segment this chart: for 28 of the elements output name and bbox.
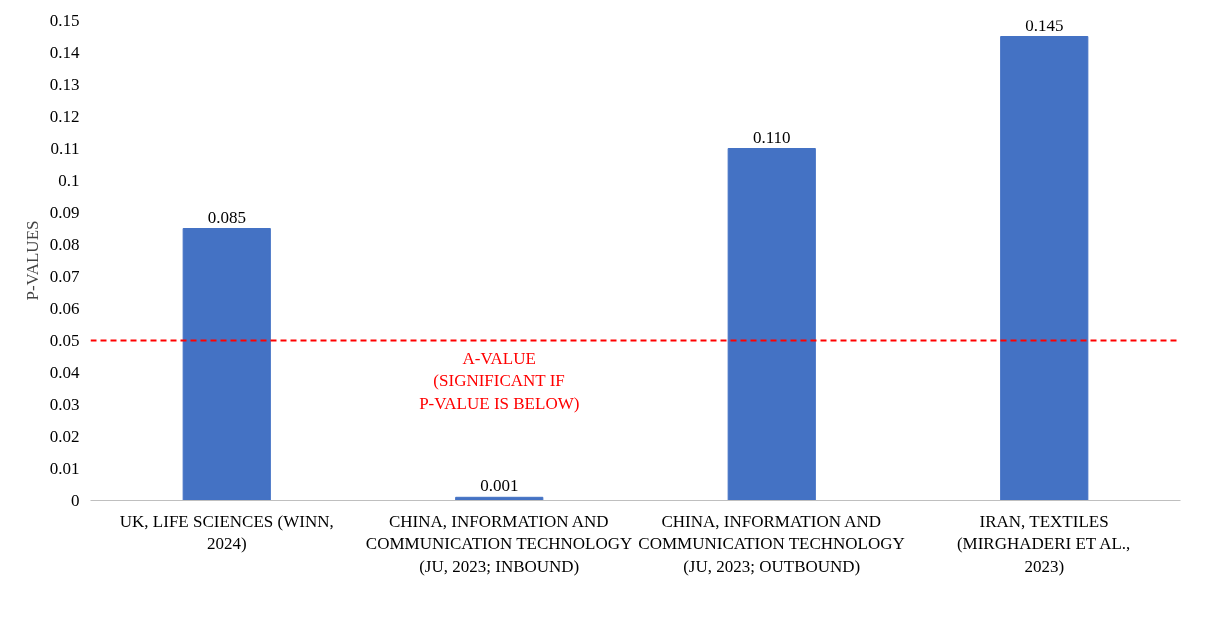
x-tick-label: CHINA, INFORMATION AND COMMUNICATION TECHNOLOGY (JU, 2023; INBOUND) (365, 511, 633, 577)
bar (727, 148, 816, 501)
x-tick-label: IRAN, TEXTILES (MIRGHADERI ET AL., 2023) (956, 511, 1131, 577)
data-label: 0.110 (752, 127, 791, 147)
y-tick-label: 0.15 (49, 11, 80, 30)
y-tick-label: 0.07 (49, 267, 80, 286)
data-label: 0.001 (480, 476, 519, 496)
y-tick-label: 0.02 (49, 427, 80, 446)
x-tick-label: CHINA, INFORMATION AND COMMUNICATION TECHNOLOGY (JU, 2023; OUTBOUND) (638, 511, 905, 577)
y-tick-label: 0.12 (49, 107, 80, 126)
y-tick-label: 0.11 (50, 139, 80, 158)
y-tick-label: 0.08 (49, 235, 80, 254)
y-tick-label: 0.03 (49, 395, 80, 414)
y-tick-label: 0.14 (49, 43, 80, 62)
y-tick-label: 0.06 (49, 299, 80, 318)
y-tick-label: 0.1 (58, 171, 80, 190)
y-tick-label: 0.05 (49, 331, 80, 350)
y-tick-label: 0.01 (49, 459, 80, 478)
bar (182, 228, 271, 501)
data-label: 0.085 (207, 207, 246, 227)
x-tick-label: UK, LIFE SCIENCES (WINN, 2024) (119, 511, 334, 554)
y-axis-title: P-VALUES (22, 220, 42, 301)
y-tick-label: 0.04 (49, 363, 80, 382)
y-tick-label: 0 (71, 491, 80, 510)
bar (1000, 36, 1089, 501)
y-tick-label: 0.13 (49, 75, 80, 94)
y-tick-label: 0.09 (49, 203, 80, 222)
ref-line-label: A-VALUE (SIGNIFICANT IF P-VALUE IS BELOW) (419, 348, 580, 414)
